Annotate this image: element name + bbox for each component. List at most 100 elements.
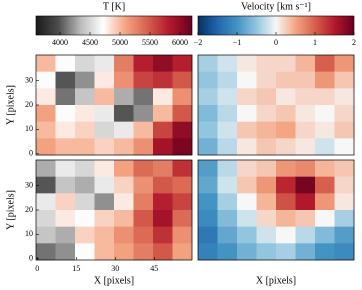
heatmap-cell — [172, 176, 193, 194]
heatmap-cell — [334, 193, 355, 211]
y-tick-label: 10 — [25, 229, 33, 238]
heatmap-cell — [237, 176, 257, 194]
heatmap-cell — [94, 226, 115, 244]
heatmap-cell — [217, 176, 238, 194]
heatmap-cell — [237, 193, 257, 211]
x-axis-label: X [pixels] — [94, 275, 134, 286]
heatmap-cell — [237, 88, 257, 106]
heatmap-cell — [198, 160, 218, 177]
heatmap-cell — [295, 105, 316, 122]
heatmap-cell — [172, 226, 193, 244]
heatmap-cell — [315, 88, 335, 106]
heatmap-cell — [295, 243, 316, 261]
heatmap-cell — [55, 210, 76, 227]
heatmap-cell — [217, 105, 238, 122]
heatmap-cell — [94, 88, 115, 106]
heatmap-cell — [256, 243, 277, 261]
heatmap-cell — [276, 71, 296, 89]
heatmap-cell — [217, 88, 238, 106]
heatmap-cell — [315, 160, 335, 177]
heatmap-cell — [36, 226, 56, 244]
heatmap-cell — [256, 105, 277, 122]
y-tick-label: 30 — [25, 180, 33, 189]
heatmap-cell — [217, 138, 238, 156]
heatmap-cell — [36, 88, 56, 106]
colorbar-tick-label: 4000 — [52, 38, 68, 47]
heatmap-cell — [276, 105, 296, 122]
heatmap-cell — [276, 193, 296, 211]
heatmap-cell — [295, 121, 316, 139]
heatmap-cell — [94, 105, 115, 122]
heatmap-cell — [172, 160, 193, 177]
heatmap-cell — [36, 176, 56, 194]
heatmap-cell — [133, 176, 154, 194]
heatmap-cell — [153, 88, 173, 106]
heatmap-cell — [334, 88, 355, 106]
heatmap-cell — [256, 210, 277, 227]
heatmap-cell — [114, 71, 134, 89]
heatmap-cell — [133, 210, 154, 227]
heatmap-cell — [198, 210, 218, 227]
heatmap-cell — [295, 193, 316, 211]
heatmap-cell — [276, 176, 296, 194]
heatmap-cell — [55, 55, 76, 72]
heatmap-cell — [276, 160, 296, 177]
heatmap-cell — [198, 226, 218, 244]
x-tick-label: 45 — [150, 264, 158, 273]
heatmap-cell — [94, 176, 115, 194]
heatmap-cell — [172, 243, 193, 261]
heatmap-cell — [94, 210, 115, 227]
x-tick-label: 0 — [35, 264, 39, 273]
x-tick-label: 15 — [72, 264, 80, 273]
heatmap-cell — [36, 138, 56, 156]
heatmap-cell — [172, 88, 193, 106]
heatmap-cell — [55, 105, 76, 122]
heatmap-cell — [75, 55, 95, 72]
heatmap-cell — [217, 160, 238, 177]
heatmap-cell — [114, 193, 134, 211]
heatmap-cell — [75, 121, 95, 139]
heatmap-cell — [315, 138, 335, 156]
heatmap-cell — [153, 71, 173, 89]
heatmap-cell — [114, 55, 134, 72]
heatmap-cell — [237, 243, 257, 261]
heatmap-cell — [133, 226, 154, 244]
heatmap-cell — [153, 243, 173, 261]
heatmap-cell — [75, 193, 95, 211]
heatmap-cell — [114, 243, 134, 261]
heatmap-cell — [153, 105, 173, 122]
heatmap-cell — [114, 176, 134, 194]
heatmap-cell — [75, 105, 95, 122]
heatmap-cell — [295, 71, 316, 89]
heatmap-cell — [55, 176, 76, 194]
heatmap-cell — [256, 88, 277, 106]
heatmap-cell — [36, 210, 56, 227]
heatmap-cell — [256, 121, 277, 139]
heatmap-cell — [334, 55, 355, 72]
heatmap-cell — [198, 105, 218, 122]
heatmap-cell — [295, 55, 316, 72]
y-tick-label: 0 — [29, 149, 33, 158]
colorbar-tick-label: 4500 — [82, 38, 98, 47]
colorbar-tick-label: 1 — [313, 38, 317, 47]
heatmap-cell — [153, 160, 173, 177]
heatmap-cell — [295, 210, 316, 227]
heatmap-cell — [94, 71, 115, 89]
heatmap-cell — [276, 226, 296, 244]
heatmap-cell — [36, 121, 56, 139]
heatmap-cell — [315, 176, 335, 194]
heatmap-cell — [334, 105, 355, 122]
heatmap-cell — [256, 160, 277, 177]
heatmap-cell — [256, 193, 277, 211]
heatmap-cell — [172, 121, 193, 139]
heatmap-cell — [256, 55, 277, 72]
heatmap-cell — [237, 160, 257, 177]
colorbar-tick-label: 0 — [274, 38, 278, 47]
colorbar-tick-label: −2 — [194, 38, 203, 47]
heatmap-cell — [276, 210, 296, 227]
heatmap-cell — [114, 121, 134, 139]
heatmap-cell — [133, 105, 154, 122]
heatmap-cell — [133, 160, 154, 177]
heatmap-cell — [256, 176, 277, 194]
